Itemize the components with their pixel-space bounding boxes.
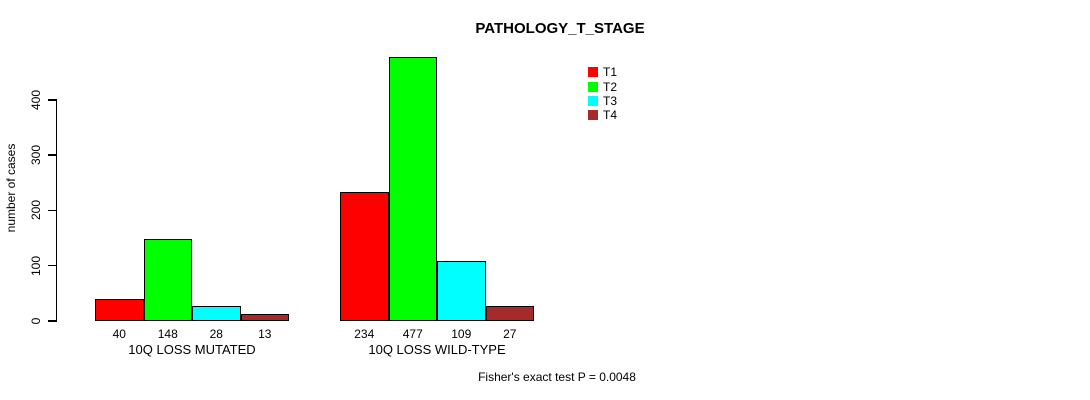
bar-value-label: 234 — [354, 327, 375, 341]
bar-t4-group1 — [240, 313, 289, 321]
legend: T1 T2 T3 T4 — [588, 65, 617, 123]
bar-value-label: 148 — [157, 327, 178, 341]
y-tick-label: 200 — [29, 200, 43, 221]
legend-row: T1 — [588, 65, 617, 79]
bar-value-label: 477 — [402, 327, 423, 341]
bar-value-label: 40 — [112, 327, 126, 341]
y-tick-label: 400 — [29, 89, 43, 110]
bar-t2-group2 — [388, 57, 437, 321]
category-label: 10Q LOSS WILD-TYPE — [368, 342, 506, 357]
bar-value-label: 109 — [451, 327, 472, 341]
y-tick-label: 300 — [29, 145, 43, 166]
y-tick-mark — [48, 99, 57, 101]
bar-t4-group2 — [485, 306, 534, 321]
y-tick-label: 100 — [29, 255, 43, 276]
legend-row: T3 — [588, 94, 617, 108]
category-label: 10Q LOSS MUTATED — [128, 342, 256, 357]
bar-t3-group1 — [192, 305, 241, 321]
legend-swatch-t2 — [588, 81, 598, 92]
y-axis-label: number of cases — [4, 143, 18, 233]
y-tick-mark — [48, 320, 57, 322]
bar-value-label: 13 — [258, 327, 272, 341]
bar-value-label: 28 — [209, 327, 223, 341]
y-tick-mark — [48, 264, 57, 267]
y-tick-label: 0 — [29, 317, 43, 325]
legend-label: T4 — [603, 108, 618, 123]
y-axis-line — [55, 99, 57, 323]
legend-swatch-t1 — [588, 67, 598, 78]
bar-t1-group1 — [95, 298, 144, 321]
legend-swatch-t4 — [588, 110, 598, 121]
legend-row: T2 — [588, 79, 617, 93]
y-tick-mark — [48, 209, 57, 212]
legend-swatch-t3 — [588, 95, 598, 106]
legend-label: T3 — [603, 93, 618, 108]
legend-label: T2 — [603, 79, 618, 94]
chart-title: PATHOLOGY_T_STAGE — [475, 20, 645, 37]
bar-t3-group2 — [437, 260, 486, 321]
legend-row: T4 — [588, 108, 617, 122]
stat-annotation: Fisher's exact test P = 0.0048 — [478, 370, 636, 384]
bar-value-label: 27 — [503, 327, 517, 341]
y-tick-mark — [48, 154, 57, 156]
bar-t1-group2 — [340, 191, 389, 321]
bar-t2-group1 — [143, 239, 192, 321]
legend-label: T1 — [603, 65, 618, 80]
